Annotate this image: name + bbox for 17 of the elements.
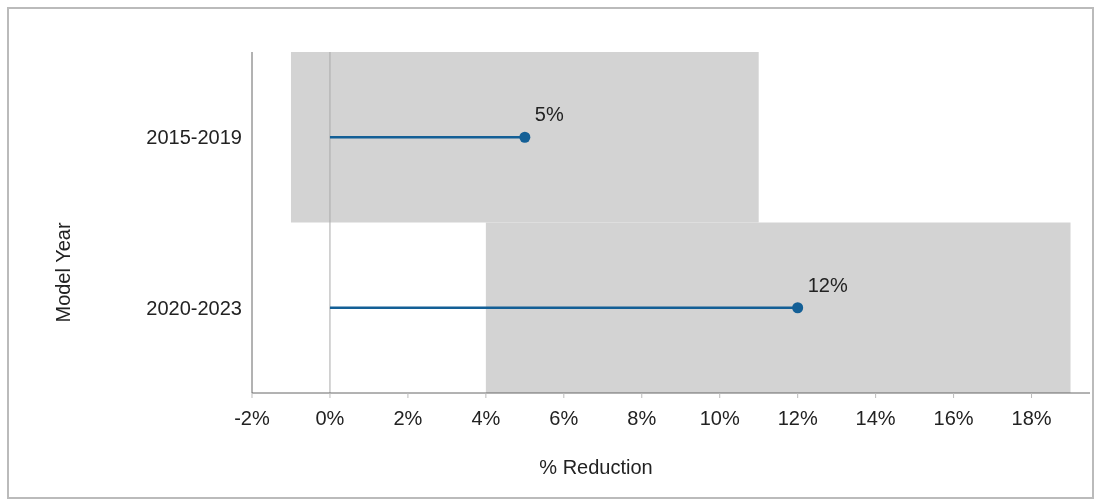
x-tick-label: 10%	[699, 407, 740, 429]
y-tick-label: 2020-2023	[146, 296, 242, 319]
data-label: 12%	[807, 273, 848, 296]
x-tick-label: 14%	[855, 407, 896, 429]
x-tick-label: 4%	[471, 407, 501, 429]
x-tick-label: 12%	[777, 407, 818, 429]
x-axis-title: % Reduction	[539, 456, 653, 478]
x-tick-label: 6%	[549, 407, 579, 429]
x-tick-label: -2%	[234, 407, 270, 429]
x-tick-label: 8%	[627, 407, 657, 429]
x-tick-label: 18%	[1011, 407, 1052, 429]
data-label: 5%	[534, 103, 564, 126]
y-tick-label: 2015-2019	[146, 126, 242, 149]
x-tick-label: 16%	[933, 407, 974, 429]
x-tick-label: 0%	[315, 407, 345, 429]
y-axis-title: Model Year	[52, 222, 74, 323]
x-tick-label: 2%	[393, 407, 423, 429]
